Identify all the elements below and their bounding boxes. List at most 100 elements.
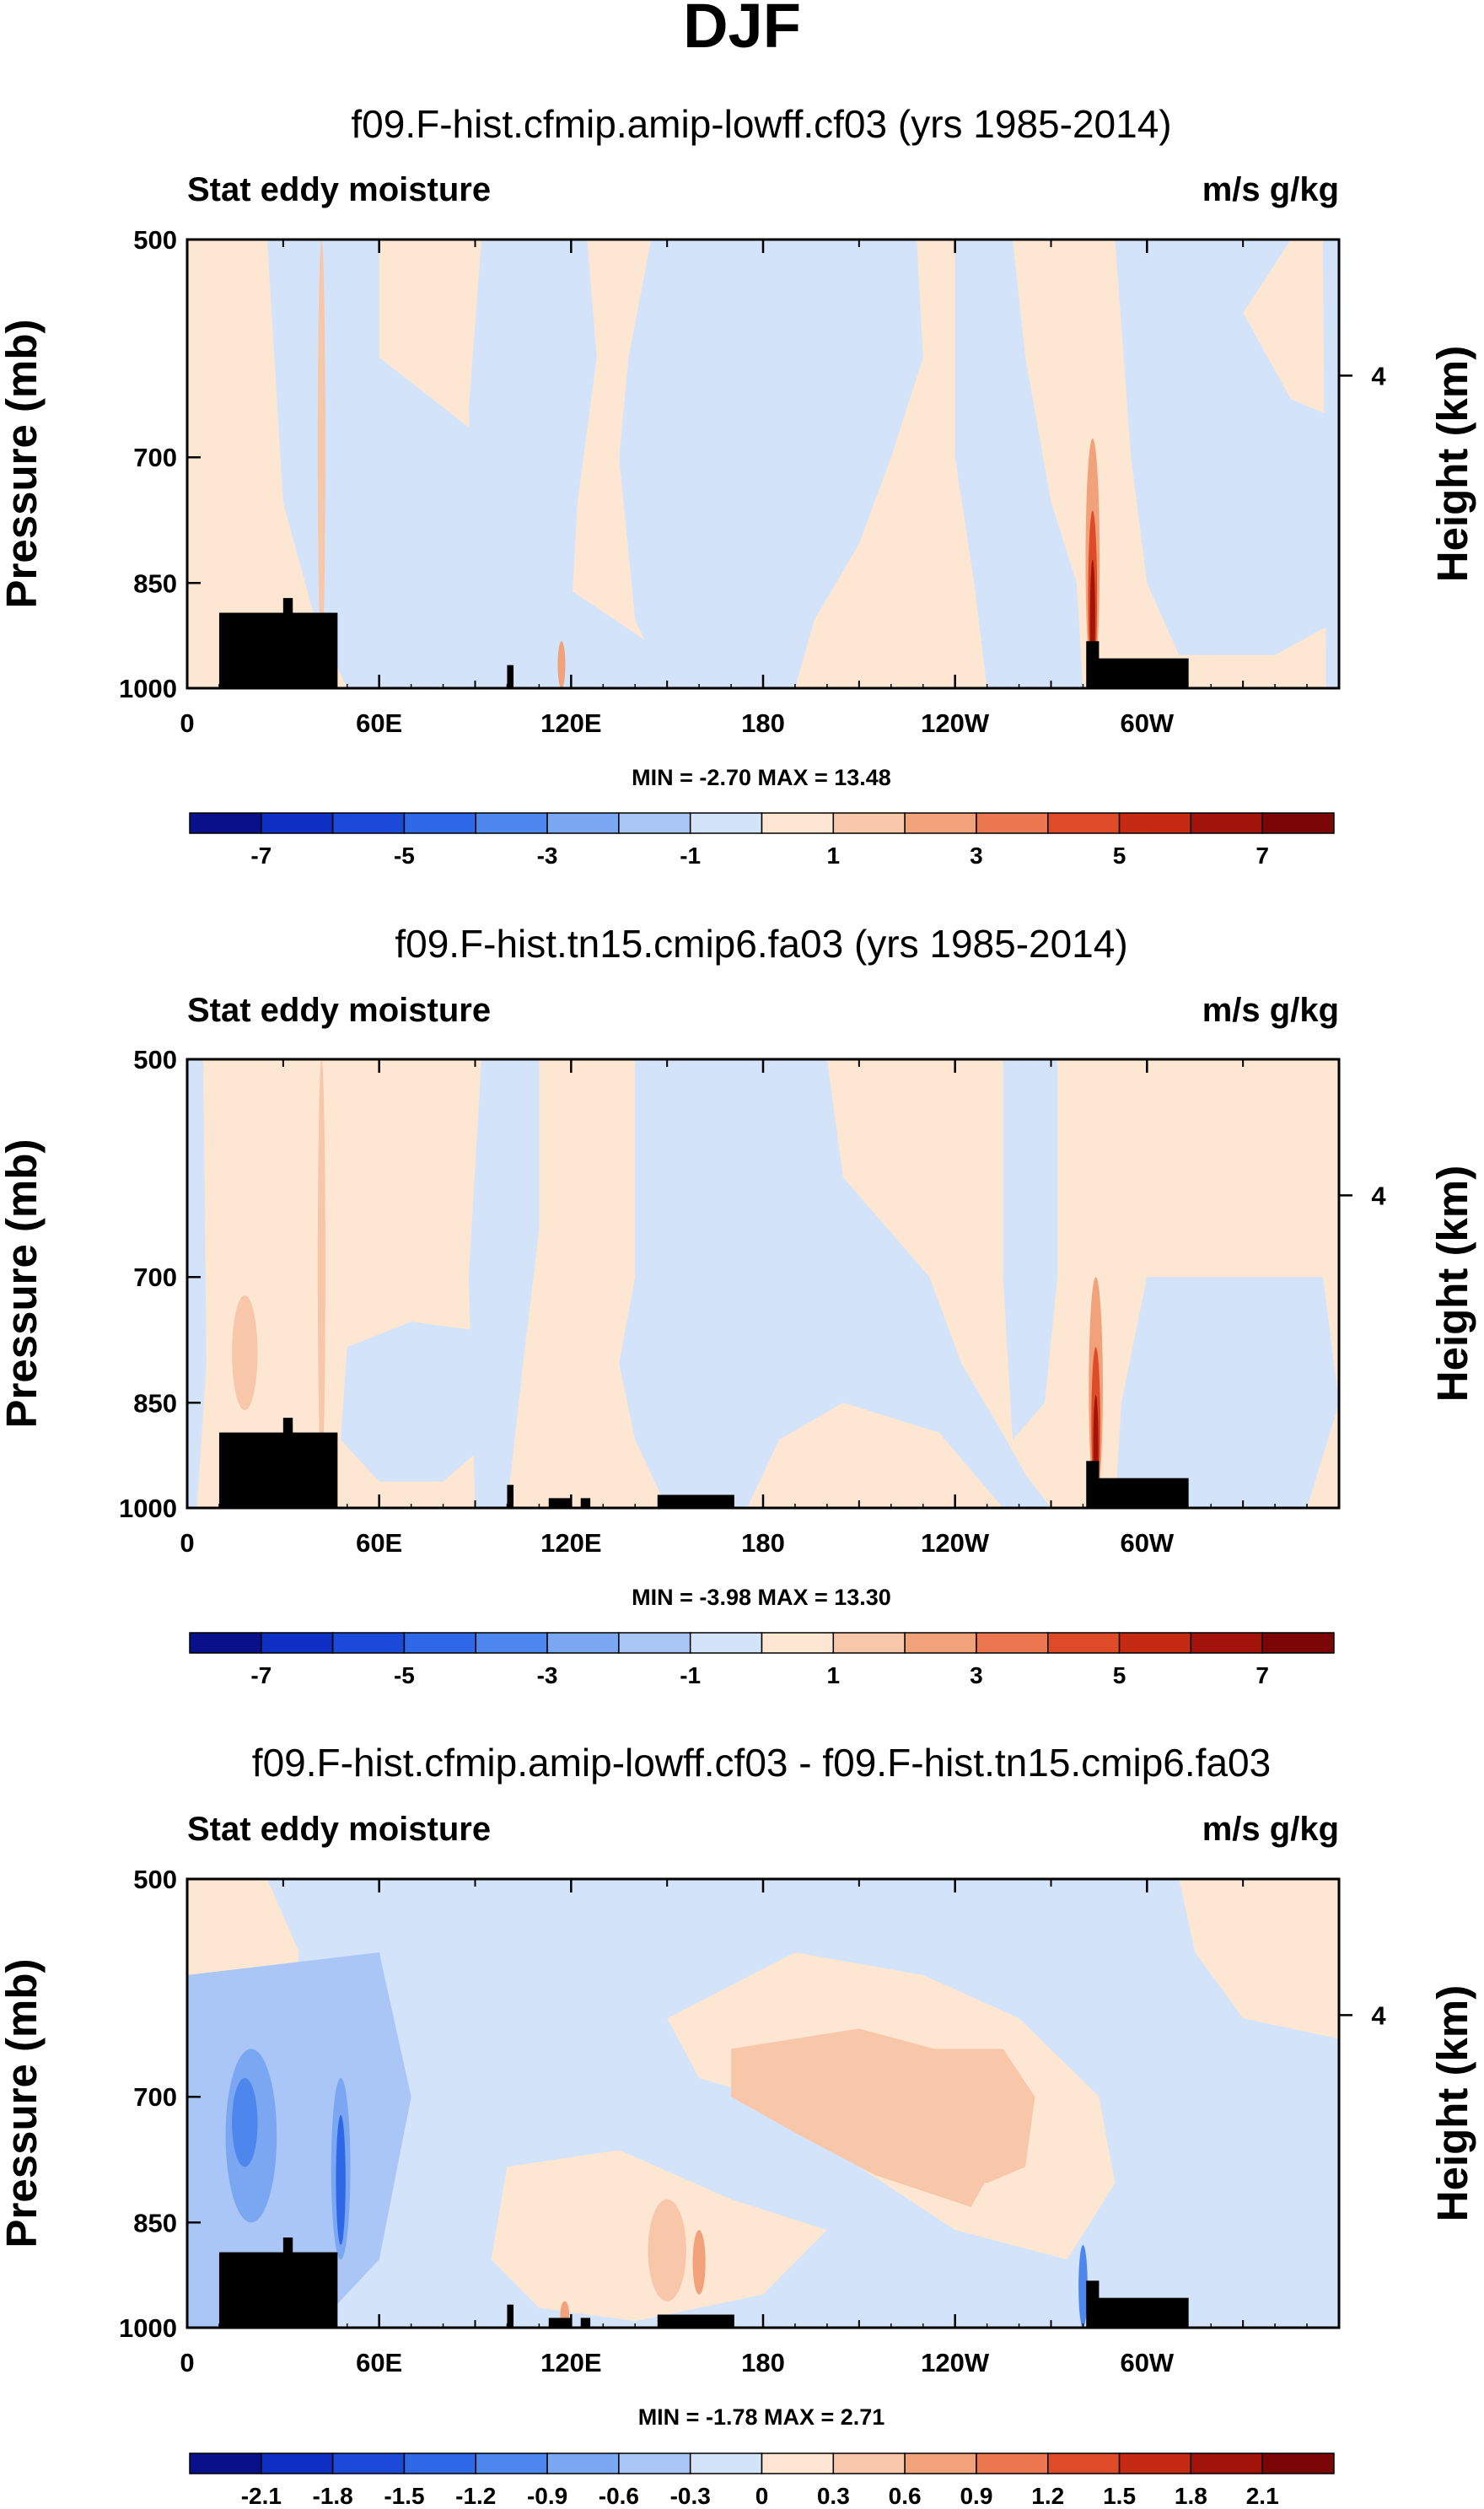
y2-axis-title: Height (km) <box>1428 1985 1476 2222</box>
colorbar-swatch <box>475 2452 548 2474</box>
colorbar-label: -5 <box>394 843 415 869</box>
terrain-mask <box>580 1498 591 1508</box>
colorbar-label: -7 <box>250 1662 272 1688</box>
colorbar-label: 1 <box>827 843 841 869</box>
y-tick-label: 850 <box>133 1388 177 1418</box>
y-tick-label: 700 <box>133 443 177 472</box>
colorbar-swatch <box>689 1632 763 1654</box>
x-tick-label: 120W <box>921 708 990 738</box>
contour-region <box>1078 2244 1088 2328</box>
colorbar-swatch <box>546 812 620 834</box>
terrain-mask <box>1095 658 1189 688</box>
colorbar-swatch <box>761 2452 835 2474</box>
colorbar-swatch <box>618 1632 691 1654</box>
colorbar-label: 0.6 <box>889 2483 922 2509</box>
x-tick-label: 120E <box>540 2348 601 2377</box>
y-tick-label: 500 <box>133 1045 177 1074</box>
terrain-mask <box>507 665 514 688</box>
panel-title: f09.F-hist.tn15.cmip6.fa03 (yrs 1985-201… <box>395 922 1127 966</box>
colorbar-label: 1.8 <box>1175 2483 1207 2509</box>
terrain-mask <box>1095 1478 1189 1508</box>
terrain-mask <box>282 1418 293 1508</box>
colorbar-label: 7 <box>1255 843 1269 869</box>
x-tick-label: 120E <box>540 708 601 738</box>
y-tick-label: 850 <box>133 568 177 598</box>
contour-region <box>1003 1059 1058 1440</box>
colorbar-label: -1.2 <box>455 2483 496 2509</box>
x-tick-label: 60E <box>356 1528 402 1558</box>
colorbar-swatch <box>1190 812 1263 834</box>
y2-axis-title: Height (km) <box>1428 346 1476 583</box>
x-tick-label: 120W <box>921 1528 990 1558</box>
colorbar-label: 3 <box>970 843 983 869</box>
colorbar-swatch <box>403 2452 476 2474</box>
colorbar-swatch <box>331 1632 406 1654</box>
colorbar-swatch <box>689 2452 763 2474</box>
contour-region <box>1115 240 1339 655</box>
colorbar-swatch <box>1118 812 1192 834</box>
colorbar-swatch <box>761 812 835 834</box>
colorbar-swatch <box>904 812 977 834</box>
colorbar-label: -1 <box>680 1662 701 1688</box>
colorbar-swatch <box>1047 812 1121 834</box>
colorbar-label: -3 <box>537 843 558 869</box>
colorbar-label: -7 <box>250 843 272 869</box>
colorbar-label: 0.9 <box>960 2483 992 2509</box>
colorbar-swatch <box>1190 2452 1263 2474</box>
y-tick-label: 1000 <box>119 674 177 703</box>
colorbar-swatch <box>546 1632 620 1654</box>
x-tick-label: 60E <box>356 2348 402 2377</box>
colorbar-swatch <box>832 812 906 834</box>
colorbar-swatch <box>689 812 763 834</box>
variable-label: Stat eddy moisture <box>187 992 491 1029</box>
colorbar-swatch <box>976 812 1049 834</box>
colorbar-swatch <box>618 2452 691 2474</box>
units-label: m/s g/kg <box>1202 1811 1339 1848</box>
panel-title: f09.F-hist.cfmip.amip-lowff.cf03 - f09.F… <box>252 1741 1271 1785</box>
colorbar-swatch <box>1118 1632 1192 1654</box>
colorbar-swatch <box>832 1632 906 1654</box>
colorbar-label: -1 <box>680 843 701 869</box>
colorbar-swatch <box>403 1632 476 1654</box>
x-tick-label: 0 <box>180 1528 194 1558</box>
colorbar-swatch <box>261 2452 334 2474</box>
colorbar-label: 7 <box>1255 1662 1269 1688</box>
x-tick-label: 120W <box>921 2348 990 2377</box>
colorbar-swatch <box>1261 1632 1335 1654</box>
y-tick-label: 500 <box>133 1865 177 1894</box>
colorbar-swatch <box>1047 2452 1121 2474</box>
colorbar-label: 0.3 <box>817 2483 850 2509</box>
colorbar-label: -0.6 <box>599 2483 639 2509</box>
terrain-mask <box>657 1494 734 1508</box>
colorbar-label: 1.2 <box>1031 2483 1064 2509</box>
y-axis-title: Pressure (mb) <box>0 1139 46 1429</box>
x-tick-label: 180 <box>741 708 785 738</box>
terrain-mask <box>507 2304 514 2328</box>
contour-region <box>1115 1277 1339 1508</box>
colorbar-swatch <box>189 812 262 834</box>
colorbar-swatch <box>618 812 691 834</box>
y-axis-title: Pressure (mb) <box>0 320 46 609</box>
contour-region <box>336 2114 346 2245</box>
colorbar-swatch <box>475 812 548 834</box>
y2-tick-label: 4 <box>1371 1181 1386 1210</box>
terrain-mask <box>1095 2297 1189 2328</box>
colorbar-label: 3 <box>970 1662 983 1688</box>
colorbar-swatch <box>904 1632 977 1654</box>
x-tick-label: 180 <box>741 1528 785 1558</box>
contour-region <box>692 2230 706 2295</box>
terrain-mask <box>1086 1461 1100 1508</box>
contour-region <box>317 240 325 655</box>
contour-region <box>232 2077 258 2167</box>
x-tick-label: 120E <box>540 1528 601 1558</box>
contour-region <box>187 1952 411 2328</box>
colorbar-label: -3 <box>537 1662 558 1688</box>
terrain-mask <box>296 1440 315 1508</box>
contour-region <box>954 240 1083 688</box>
contour-region <box>468 240 597 688</box>
contour-region <box>232 1295 258 1411</box>
y-tick-label: 1000 <box>119 1494 177 1523</box>
contour-region <box>1323 240 1339 688</box>
y2-axis-title: Height (km) <box>1428 1166 1476 1403</box>
